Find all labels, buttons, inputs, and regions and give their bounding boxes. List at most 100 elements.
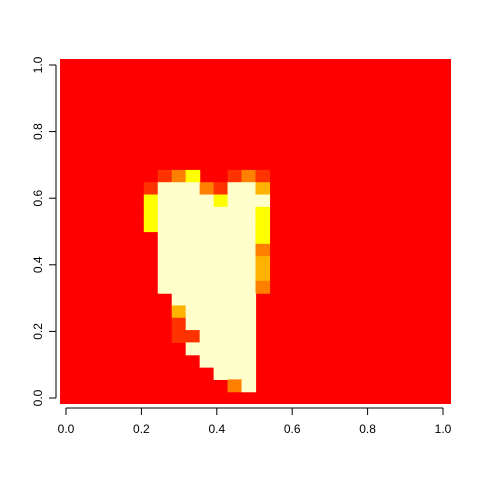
heatmap-cell — [213, 219, 229, 233]
heatmap-cell — [241, 280, 257, 294]
heatmap-cell — [213, 206, 229, 220]
heatmap-cell — [157, 268, 173, 282]
heatmap-cell — [241, 293, 257, 307]
heatmap-cell — [185, 280, 201, 294]
heatmap-cell — [157, 219, 173, 233]
heatmap-cell — [227, 243, 243, 257]
heatmap-cell — [185, 243, 201, 257]
heatmap-cell — [199, 243, 215, 257]
heatmap-cell — [185, 293, 201, 307]
heatmap-cell — [213, 317, 229, 331]
heatmap-cell — [185, 330, 201, 343]
heatmap-cell — [255, 231, 271, 245]
heatmap-cell — [227, 280, 243, 294]
heatmap-cell — [171, 330, 187, 343]
heatmap-cell — [199, 305, 215, 319]
heatmap-cell — [213, 330, 229, 343]
heatmap-cell — [255, 219, 271, 233]
heatmap-cell — [227, 182, 243, 196]
heatmap-cell — [213, 342, 229, 356]
heatmap-cell — [227, 354, 243, 368]
heatmap-cell — [185, 305, 201, 319]
x-tick-label: 0.8 — [359, 422, 376, 436]
heatmap-cell — [213, 354, 229, 368]
heatmap-cell — [227, 367, 243, 380]
x-tick-label: 0.2 — [133, 422, 150, 436]
heatmap-cell — [227, 330, 243, 343]
heatmap-cell — [171, 169, 187, 183]
heatmap-cell — [143, 206, 159, 220]
heatmap-cell — [227, 379, 243, 393]
heatmap-cell — [255, 182, 271, 196]
heatmap-cell — [185, 182, 201, 196]
y-axis: 0.0 0.2 0.4 0.6 0.8 1.0 — [31, 56, 57, 406]
heatmap-cell — [227, 256, 243, 270]
heatmap-cell — [241, 330, 257, 343]
heatmap-cell — [185, 342, 201, 356]
heatmap-cell — [199, 194, 215, 208]
heatmap-cell — [171, 280, 187, 294]
heatmap-cell — [241, 367, 257, 380]
heatmap-cell — [213, 256, 229, 270]
heatmap-cell — [227, 293, 243, 307]
heatmap-cell — [227, 231, 243, 245]
heatmap-cell — [241, 243, 257, 257]
plot-area — [60, 59, 451, 404]
heatmap-cell — [227, 206, 243, 220]
x-tick-label: 0.4 — [208, 422, 225, 436]
heatmap-cell — [241, 379, 257, 393]
heatmap-cell — [199, 354, 215, 368]
heatmap-cell — [171, 243, 187, 257]
heatmap-cell — [157, 169, 173, 183]
heatmap-cell — [185, 219, 201, 233]
heatmap-cell — [185, 206, 201, 220]
heatmap-cell — [199, 219, 215, 233]
heatmap-cell — [199, 182, 215, 196]
heatmap-cell — [227, 219, 243, 233]
heatmap-cell — [185, 317, 201, 331]
heatmap-cell — [171, 256, 187, 270]
heatmap-cell — [185, 256, 201, 270]
heatmap-cell — [157, 206, 173, 220]
heatmap-cell — [199, 256, 215, 270]
heatmap-cell — [213, 293, 229, 307]
heatmap-cell — [213, 367, 229, 380]
heatmap-cell — [185, 169, 201, 183]
heatmap-cell — [157, 231, 173, 245]
x-tick-label: 0.0 — [58, 422, 75, 436]
heatmap-cell — [241, 268, 257, 282]
heatmap-cell — [227, 194, 243, 208]
heatmap-cell — [213, 182, 229, 196]
heatmap-cell — [185, 268, 201, 282]
heatmap-cell — [227, 342, 243, 356]
y-tick-label: 0.2 — [31, 323, 45, 340]
heatmap-cell — [255, 194, 271, 208]
heatmap-cell — [255, 256, 271, 270]
heatmap-cell — [255, 169, 271, 183]
heatmap-cell — [241, 256, 257, 270]
heatmap-cell — [255, 268, 271, 282]
heatmap-cell — [227, 268, 243, 282]
heatmap-cell — [241, 206, 257, 220]
heatmap-cell — [213, 243, 229, 257]
heatmap-cell — [171, 305, 187, 319]
heatmap-cell — [157, 280, 173, 294]
y-tick-label: 1.0 — [31, 56, 45, 73]
heatmap-cell — [199, 317, 215, 331]
heatmap-cell — [255, 243, 271, 257]
heatmap-cell — [227, 169, 243, 183]
x-tick-label: 1.0 — [435, 422, 452, 436]
heatmap-cell — [199, 268, 215, 282]
y-tick-label: 0.0 — [31, 389, 45, 406]
heatmap-cell — [143, 219, 159, 233]
heatmap-cell — [241, 354, 257, 368]
heatmap-cell — [199, 206, 215, 220]
y-tick-label: 0.4 — [31, 256, 45, 273]
heatmap-cell — [171, 268, 187, 282]
heatmap-cell — [199, 342, 215, 356]
heatmap-cell — [199, 280, 215, 294]
heatmap-cell — [143, 182, 159, 196]
heatmap-cell — [213, 194, 229, 208]
heatmap-cell — [213, 268, 229, 282]
